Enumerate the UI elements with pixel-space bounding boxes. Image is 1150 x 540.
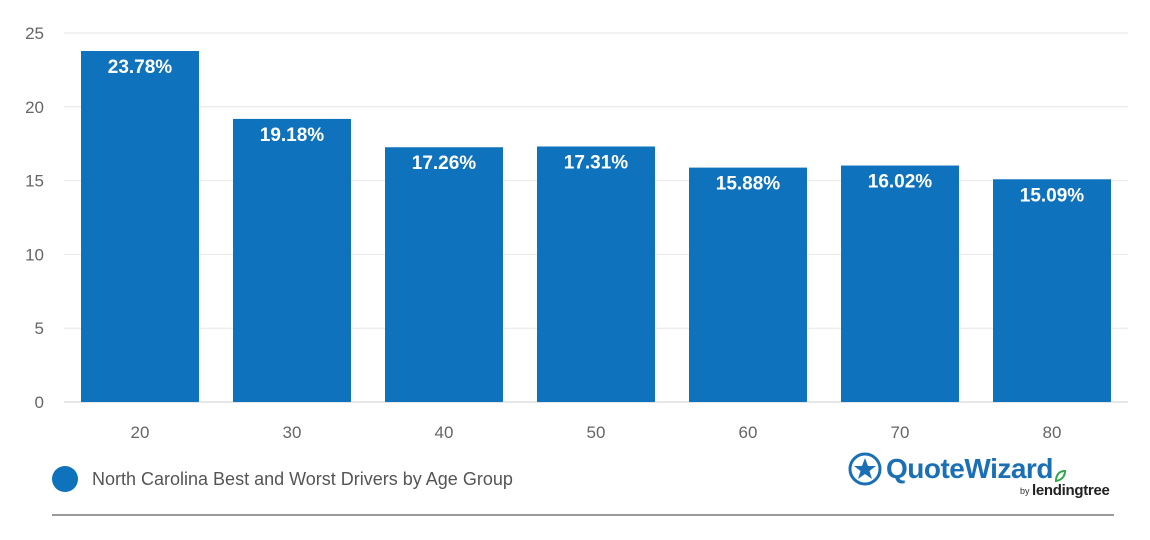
x-tick-label: 40 — [435, 423, 454, 442]
legend-label: North Carolina Best and Worst Drivers by… — [92, 468, 513, 489]
data-label: 23.78% — [108, 57, 173, 78]
logo-wordmark: QuoteWizard — [886, 453, 1053, 484]
logo-lendingtree-text: lendingtree — [1032, 482, 1110, 499]
logo-by-text: by — [1020, 486, 1030, 496]
data-label: 15.88% — [716, 174, 781, 195]
bottom-divider — [52, 514, 1114, 516]
data-label: 17.31% — [564, 153, 629, 174]
y-tick-label: 10 — [25, 245, 44, 264]
bar — [385, 147, 503, 402]
bar — [841, 165, 959, 402]
data-label: 16.02% — [868, 172, 933, 193]
data-label: 15.09% — [1020, 185, 1085, 206]
x-tick-label: 60 — [739, 423, 758, 442]
y-tick-label: 0 — [35, 393, 44, 412]
bar — [689, 167, 807, 402]
x-tick-label: 70 — [891, 423, 910, 442]
quotewizard-logo: QuoteWizard by lendingtree — [848, 452, 1118, 508]
x-tick-label: 20 — [131, 423, 150, 442]
bar — [233, 118, 351, 402]
bar-chart: 0 5 10 15 20 25 23.78% 20 19.18% 30 17.26% 40 17.31%… — [25, 24, 1128, 442]
bar — [81, 51, 199, 402]
legend-marker — [52, 466, 78, 492]
y-tick-label: 5 — [35, 319, 44, 338]
bar — [993, 179, 1111, 402]
data-label: 19.18% — [260, 125, 325, 146]
wizard-star-icon — [848, 452, 882, 486]
bar — [537, 146, 655, 402]
x-tick-label: 80 — [1043, 423, 1062, 442]
y-tick-label: 25 — [25, 24, 44, 43]
data-label: 17.26% — [412, 153, 477, 174]
leaf-icon — [1054, 469, 1066, 483]
y-tick-label: 15 — [25, 172, 44, 191]
x-tick-label: 50 — [587, 423, 606, 442]
legend[interactable]: North Carolina Best and Worst Drivers by… — [52, 466, 513, 492]
y-tick-label: 20 — [25, 98, 44, 117]
x-tick-label: 30 — [283, 423, 302, 442]
